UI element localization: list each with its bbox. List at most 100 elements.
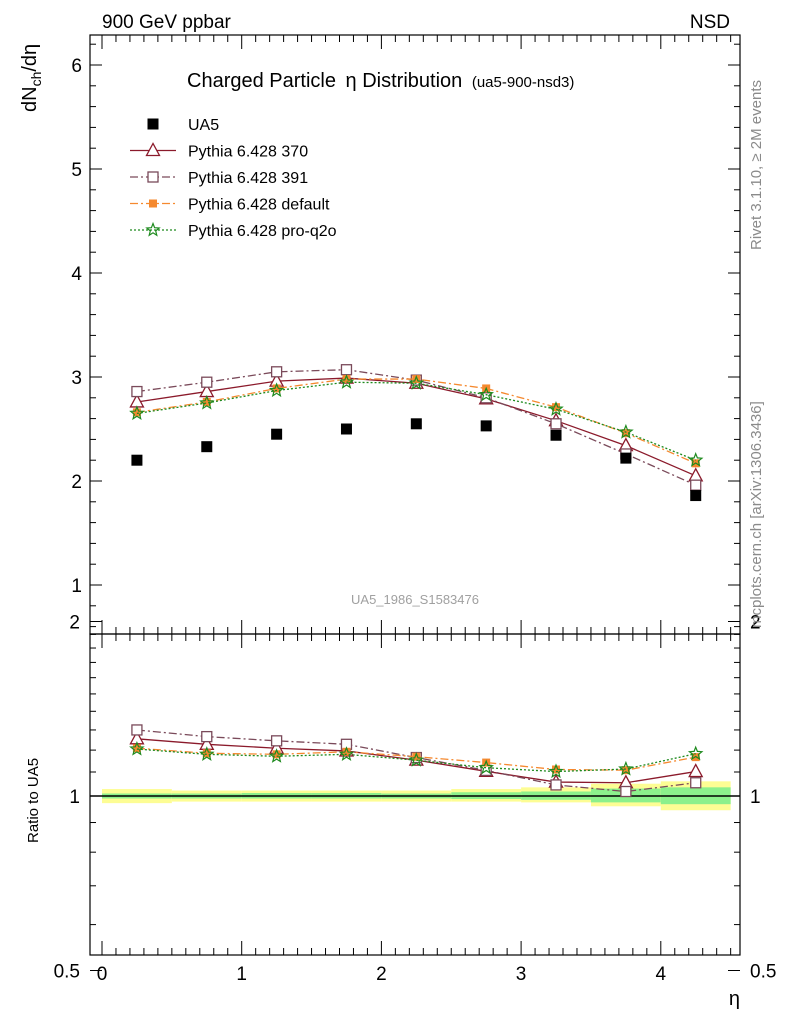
ratio-y-tick-label: 2 <box>69 613 80 634</box>
ratio-y-tick-label-right: 0.5 <box>750 962 776 983</box>
data-point-pro-q2o <box>408 752 425 767</box>
y-axis-label-main: dNch/dη <box>19 44 44 112</box>
x-axis-label: η <box>729 988 740 1010</box>
data-point-391 <box>201 376 213 388</box>
data-point-pro-q2o <box>687 452 704 467</box>
legend-label: Pythia 6.428 default <box>188 197 330 214</box>
data-point-ua5 <box>620 452 632 464</box>
ratio-y-tick-label-right: 1 <box>750 787 761 808</box>
data-point-pro-q2o <box>129 740 145 756</box>
data-point-391 <box>270 735 283 747</box>
data-point-default <box>342 747 351 756</box>
axes-layer: 1 2 3 4 5 6 0.5 0.5 1 1 2 2 0 1 2 3 4 <box>54 34 776 985</box>
data-point-default <box>412 375 421 384</box>
data-point-default <box>202 749 211 758</box>
data-point-391 <box>270 366 283 378</box>
chart-title-main: Charged Particle <box>187 70 336 92</box>
data-point-391 <box>131 724 143 736</box>
main-y-tick-label: 3 <box>71 368 82 389</box>
data-point-default <box>412 752 421 761</box>
data-point-default <box>202 397 211 406</box>
chart-title-rest: Distribution <box>362 70 462 92</box>
data-point-pro-q2o <box>408 375 425 390</box>
series-layer <box>129 364 704 798</box>
data-point-default <box>272 750 281 759</box>
data-point-pro-q2o <box>199 746 215 761</box>
data-point-ua5 <box>550 429 562 441</box>
x-tick-label: 0 <box>97 964 108 985</box>
data-point-ua5 <box>271 428 283 440</box>
data-point-ua5 <box>410 418 422 430</box>
legend: UA5 Pythia 6.428 370 Pythia 6.428 391 Pythi… <box>130 117 337 240</box>
data-point-391 <box>690 479 702 491</box>
chart-title-eta: η <box>346 70 357 92</box>
ratio-series-line <box>136 729 696 793</box>
main-y-tick-label: 4 <box>71 264 82 285</box>
y-axis-label-ratio: Ratio to UA5 <box>25 758 42 843</box>
data-point-default <box>552 765 561 774</box>
legend-label: UA5 <box>188 117 219 134</box>
data-point-ua5 <box>480 420 492 432</box>
data-point-pro-q2o <box>687 745 704 761</box>
legend-item: Pythia 6.428 391 <box>130 170 308 187</box>
data-point-391 <box>690 777 702 789</box>
data-point-pro-q2o <box>618 760 634 776</box>
data-point-default <box>132 744 141 753</box>
x-tick-label: 1 <box>236 964 247 985</box>
legend-label: Pythia 6.428 391 <box>188 170 308 187</box>
data-point-391 <box>131 385 143 398</box>
ratio-y-tick-label: 1 <box>69 787 80 808</box>
data-point-pro-q2o <box>145 221 161 237</box>
ratio-panel-content <box>90 781 740 811</box>
data-point-ua5 <box>147 118 159 130</box>
data-point-pro-q2o <box>548 763 564 779</box>
data-point-ua5 <box>690 490 702 502</box>
legend-item: UA5 <box>147 117 219 134</box>
data-point-ua5 <box>201 441 213 453</box>
data-point-pro-q2o <box>478 759 494 775</box>
data-point-ua5 <box>340 423 352 435</box>
data-point-391 <box>550 418 562 430</box>
x-tick-label: 4 <box>656 964 667 985</box>
data-point-391 <box>147 171 159 183</box>
ratio-y-tick-label-right: 2 <box>750 613 761 634</box>
legend-label: Pythia 6.428 pro-q2o <box>188 223 337 240</box>
data-point-default <box>132 408 141 417</box>
data-point-370 <box>688 763 704 778</box>
legend-item: Pythia 6.428 pro-q2o <box>130 221 337 240</box>
legend-item: Pythia 6.428 default <box>130 197 330 214</box>
data-point-pro-q2o <box>268 748 285 763</box>
data-point-pro-q2o <box>268 382 285 398</box>
analysis-watermark: UA5_1986_S1583476 <box>351 592 479 607</box>
legend-label: Pythia 6.428 370 <box>188 144 308 161</box>
data-point-391 <box>201 730 213 743</box>
data-point-pro-q2o <box>338 374 355 389</box>
data-point-pro-q2o <box>338 746 355 761</box>
data-point-pro-q2o <box>548 401 564 416</box>
chart-title-tag: (ua5-900-nsd3) <box>472 74 575 91</box>
legend-item: Pythia 6.428 370 <box>130 142 308 161</box>
x-tick-label: 2 <box>376 964 387 985</box>
series-line <box>136 381 696 461</box>
main-y-tick-label: 6 <box>71 56 82 77</box>
ratio-frame <box>89 633 741 956</box>
data-point-391 <box>550 779 562 791</box>
data-point-370 <box>688 467 704 482</box>
main-y-tick-label: 5 <box>71 160 82 181</box>
data-point-pro-q2o <box>129 405 145 421</box>
ratio-y-tick-label: 0.5 <box>54 962 80 983</box>
side-note-mcplots: mcplots.cern.ch [arXiv:1306.3436] <box>748 401 765 628</box>
main-y-tick-label: 2 <box>71 472 82 493</box>
main-y-tick-label: 1 <box>71 576 82 597</box>
side-note-rivet: Rivet 3.1.10, ≥ 2M events <box>748 80 765 250</box>
process-label: NSD <box>690 12 730 33</box>
data-point-ua5 <box>131 454 143 466</box>
data-point-default <box>621 429 630 438</box>
data-point-370 <box>145 142 161 157</box>
data-point-default <box>149 199 157 208</box>
ratio-series-line <box>136 748 696 773</box>
data-point-pro-q2o <box>199 394 215 410</box>
energy-label: 900 GeV ppbar <box>102 12 232 33</box>
x-tick-label: 3 <box>516 964 527 985</box>
